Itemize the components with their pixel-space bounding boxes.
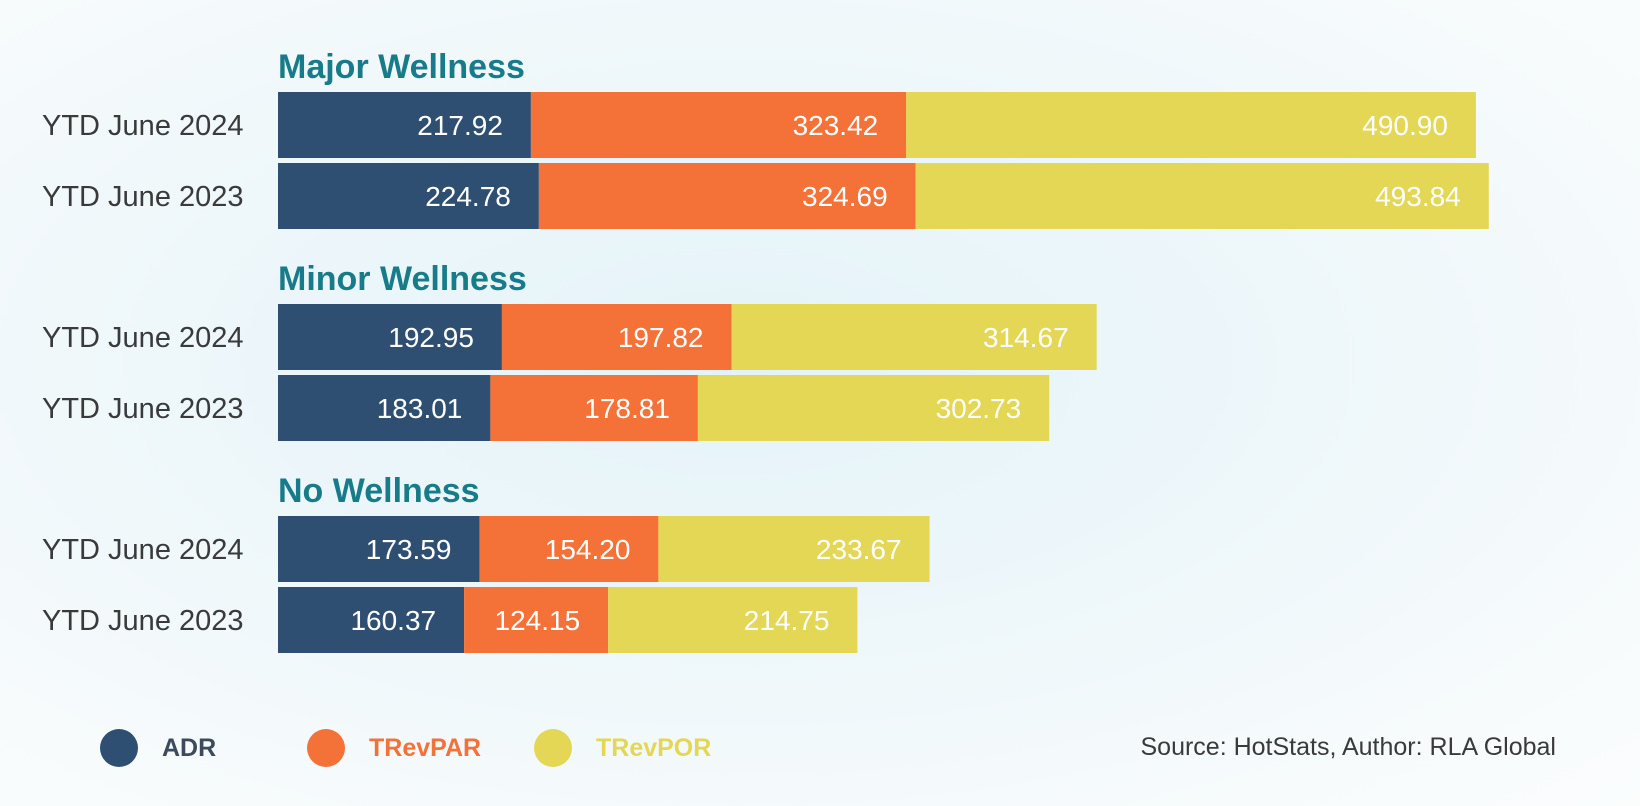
value-label-adr: 224.78 — [425, 181, 511, 212]
bar-segment-trevpar — [501, 304, 732, 370]
row-label: YTD June 2024 — [42, 322, 244, 354]
bar-segment-trevpar — [530, 92, 907, 158]
value-label-trevpor: 314.67 — [983, 322, 1069, 353]
bar-segment-adr — [278, 163, 539, 229]
row-label: YTD June 2023 — [42, 605, 244, 637]
group-title-no-wellness: No Wellness — [278, 472, 480, 510]
value-label-trevpar: 323.42 — [793, 110, 879, 141]
bar-segment-trevpor — [731, 304, 1097, 370]
group-title-minor-wellness: Minor Wellness — [278, 260, 527, 298]
value-label-adr: 173.59 — [366, 534, 452, 565]
bar-segment-adr — [278, 516, 480, 582]
bar-segment-trevpar — [538, 163, 916, 229]
bar-segment-trevpar — [479, 516, 659, 582]
value-label-trevpar: 197.82 — [618, 322, 704, 353]
bar-segment-trevpor — [915, 163, 1489, 229]
bar-segment-adr — [278, 92, 531, 158]
value-label-trevpar: 154.20 — [545, 534, 631, 565]
value-label-trevpor: 214.75 — [744, 605, 830, 636]
value-label-trevpor: 493.84 — [1375, 181, 1461, 212]
bar-segment-trevpor — [608, 587, 858, 653]
bar-segment-trevpar — [464, 587, 609, 653]
row-label: YTD June 2024 — [42, 110, 244, 142]
value-label-trevpor: 233.67 — [816, 534, 902, 565]
bar-segment-trevpar — [490, 375, 698, 441]
value-label-adr: 183.01 — [377, 393, 463, 424]
row-label: YTD June 2023 — [42, 181, 244, 213]
group-title-major-wellness: Major Wellness — [278, 48, 525, 86]
value-label-trevpar: 124.15 — [495, 605, 581, 636]
value-label-adr: 192.95 — [388, 322, 474, 353]
value-label-trevpar: 178.81 — [584, 393, 670, 424]
value-label-trevpor: 490.90 — [1362, 110, 1448, 141]
row-label: YTD June 2024 — [42, 534, 244, 566]
row-label: YTD June 2023 — [42, 393, 244, 425]
bar-segment-adr — [278, 375, 491, 441]
value-label-trevpar: 324.69 — [802, 181, 888, 212]
bar-segment-adr — [278, 587, 465, 653]
bar-segment-trevpor — [906, 92, 1476, 158]
value-label-adr: 160.37 — [350, 605, 436, 636]
bar-segment-trevpor — [658, 516, 930, 582]
bar-segment-trevpor — [697, 375, 1050, 441]
value-label-adr: 217.92 — [417, 110, 503, 141]
bar-segment-adr — [278, 304, 502, 370]
value-label-trevpor: 302.73 — [936, 393, 1022, 424]
